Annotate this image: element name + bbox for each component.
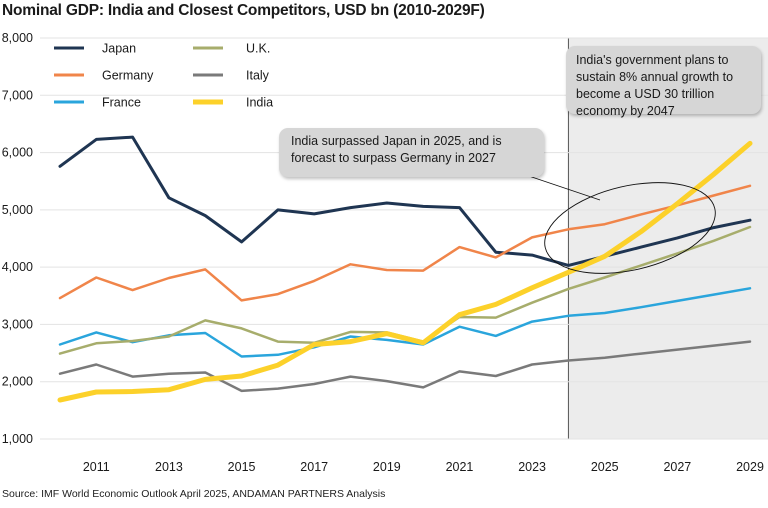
y-axis-ticks: 1,000 2,000 3,000 4,000 5,000 6,000 7,000 8,000 <box>2 31 33 446</box>
x-tick-label: 2011 <box>83 460 110 474</box>
series-line-germany <box>58 184 752 302</box>
legend: Japan Germany France U.K. Italy India <box>54 42 273 110</box>
y-tick-label: 4,000 <box>2 260 33 274</box>
legend-label: France <box>102 96 141 110</box>
series-line-japan <box>58 135 752 267</box>
highlight-ellipse <box>544 182 716 274</box>
x-tick-label: 2013 <box>155 460 183 474</box>
chart-title: Nominal GDP: India and Closest Competito… <box>2 2 485 19</box>
y-tick-label: 1,000 <box>2 432 33 446</box>
x-tick-label: 2015 <box>228 460 256 474</box>
series-line-india <box>57 140 753 403</box>
legend-label: India <box>246 96 273 110</box>
series-lines <box>57 135 753 403</box>
y-tick-label: 6,000 <box>2 146 33 160</box>
forecast-callout: India's government plans to sustain 8% a… <box>566 46 761 118</box>
source-note: Source: IMF World Economic Outlook April… <box>2 488 386 500</box>
x-tick-label: 2019 <box>373 460 401 474</box>
y-tick-label: 2,000 <box>2 375 33 389</box>
y-tick-label: 8,000 <box>2 31 33 45</box>
x-tick-label: 2029 <box>736 460 764 474</box>
legend-label: Germany <box>102 69 154 83</box>
surpass-callout: India surpassed Japan in 2025, and is fo… <box>279 128 544 177</box>
x-tick-label: 2027 <box>663 460 691 474</box>
y-tick-label: 7,000 <box>2 88 33 102</box>
y-tick-label: 5,000 <box>2 203 33 217</box>
legend-label: U.K. <box>246 42 270 56</box>
x-tick-label: 2021 <box>446 460 474 474</box>
series-line-italy <box>58 340 752 393</box>
x-tick-label: 2017 <box>300 460 328 474</box>
x-tick-label: 2023 <box>518 460 546 474</box>
y-tick-label: 3,000 <box>2 317 33 331</box>
x-axis-ticks: 2011 2013 2015 2017 2019 2021 2023 2025 2027 2029 <box>83 460 764 474</box>
legend-label: Japan <box>102 42 136 56</box>
legend-label: Italy <box>246 69 270 83</box>
x-tick-label: 2025 <box>591 460 619 474</box>
